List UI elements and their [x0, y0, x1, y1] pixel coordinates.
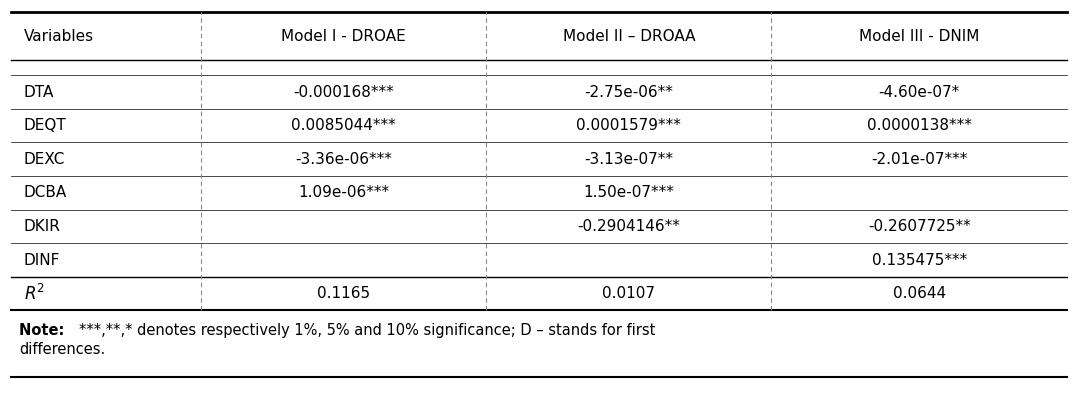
Text: Model I - DROAE: Model I - DROAE: [281, 29, 406, 44]
Text: Note:: Note:: [19, 323, 70, 338]
Text: 0.0644: 0.0644: [893, 286, 945, 301]
Text: 0.1165: 0.1165: [317, 286, 370, 301]
Text: Model III - DNIM: Model III - DNIM: [859, 29, 980, 44]
Text: DTA: DTA: [24, 84, 54, 99]
Text: 0.0000138***: 0.0000138***: [867, 118, 971, 133]
Text: -0.2607725**: -0.2607725**: [868, 219, 970, 234]
Text: -3.36e-06***: -3.36e-06***: [295, 152, 392, 167]
Text: Variables: Variables: [24, 29, 94, 44]
Text: 0.135475***: 0.135475***: [872, 253, 967, 268]
Text: differences.: differences.: [19, 342, 106, 357]
Text: DINF: DINF: [24, 253, 60, 268]
Text: -0.000168***: -0.000168***: [293, 84, 393, 99]
Text: -2.75e-06**: -2.75e-06**: [584, 84, 674, 99]
Text: -4.60e-07*: -4.60e-07*: [879, 84, 959, 99]
Text: DEXC: DEXC: [24, 152, 65, 167]
Text: ***,**,* denotes respectively 1%, 5% and 10% significance; D – stands for first: ***,**,* denotes respectively 1%, 5% and…: [79, 323, 655, 338]
Text: DKIR: DKIR: [24, 219, 60, 234]
Text: Model II – DROAA: Model II – DROAA: [563, 29, 695, 44]
Text: $\mathit{R}^2$: $\mathit{R}^2$: [24, 284, 45, 304]
Text: 1.50e-07***: 1.50e-07***: [583, 185, 674, 200]
Text: -3.13e-07**: -3.13e-07**: [584, 152, 674, 167]
Text: 0.0001579***: 0.0001579***: [577, 118, 681, 133]
Text: 0.0085044***: 0.0085044***: [291, 118, 396, 133]
Text: DCBA: DCBA: [24, 185, 67, 200]
Text: 1.09e-06***: 1.09e-06***: [298, 185, 389, 200]
Text: -2.01e-07***: -2.01e-07***: [871, 152, 968, 167]
Text: -0.2904146**: -0.2904146**: [578, 219, 680, 234]
Text: DEQT: DEQT: [24, 118, 67, 133]
Text: 0.0107: 0.0107: [603, 286, 655, 301]
